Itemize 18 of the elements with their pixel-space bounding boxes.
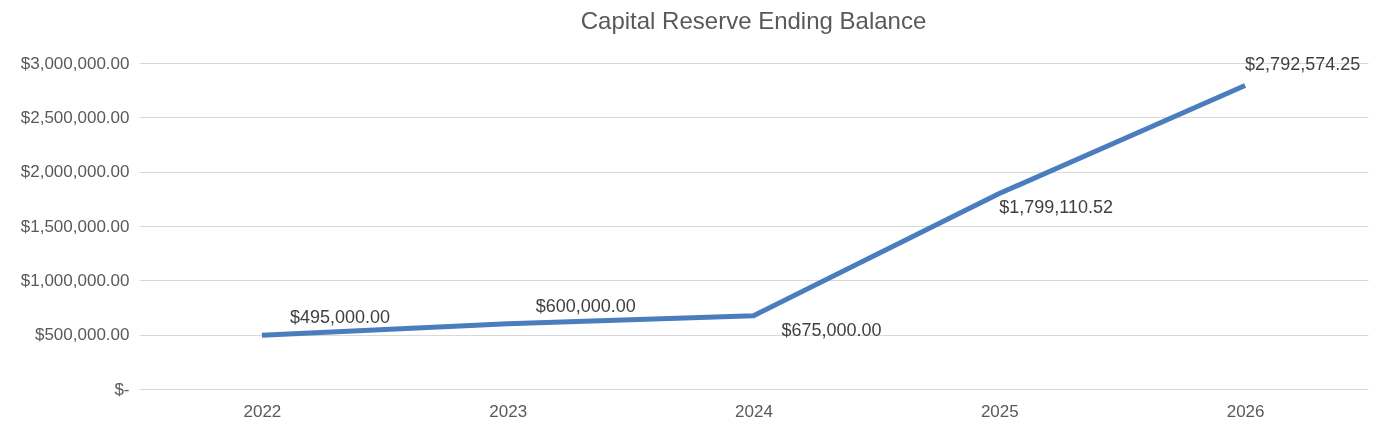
x-tick-label: 2026 xyxy=(1226,401,1265,421)
data-label: $495,000.00 xyxy=(289,307,391,328)
y-tick-label: $1,000,000.00 xyxy=(20,270,130,290)
data-label: $2,792,574.25 xyxy=(1245,53,1361,74)
data-label: $1,799,110.52 xyxy=(999,197,1114,218)
y-tick-label: $500,000.00 xyxy=(34,325,130,345)
y-tick-label: $- xyxy=(114,379,130,399)
data-label: $675,000.00 xyxy=(781,319,882,340)
x-tick-label: 2024 xyxy=(735,401,773,421)
x-tick-label: 2023 xyxy=(489,401,528,421)
y-tick-label: $3,000,000.00 xyxy=(20,53,130,73)
x-tick-label: 2025 xyxy=(980,401,1019,421)
y-tick-label: $2,000,000.00 xyxy=(20,162,130,182)
y-tick-label: $1,500,000.00 xyxy=(20,216,130,236)
y-tick-label: $2,500,000.00 xyxy=(20,107,130,127)
x-tick-label: 2022 xyxy=(243,401,282,421)
chart-title: Capital Reserve Ending Balance xyxy=(580,7,927,34)
data-label: $600,000.00 xyxy=(535,295,636,316)
